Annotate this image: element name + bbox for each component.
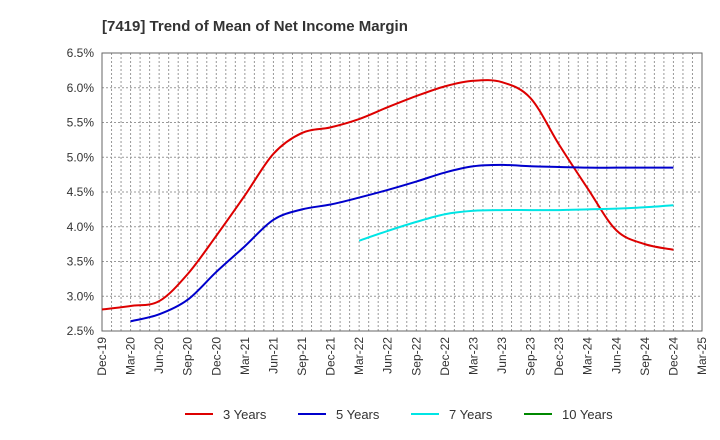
legend-label: 5 Years [336,407,380,422]
legend-label: 10 Years [562,407,613,422]
x-tick-label: Mar-23 [466,337,480,375]
x-tick-label: Jun-24 [609,337,623,374]
grid [101,52,703,332]
x-tick-label: Sep-23 [524,337,538,376]
y-tick-label: 6.5% [67,46,95,60]
series-line-3-years [101,79,674,311]
y-tick-label: 4.5% [67,185,95,199]
y-tick-label: 3.0% [67,289,95,303]
x-tick-label: Jun-22 [381,337,395,374]
x-tick-labels: Dec-19 Mar-20 Jun-20 Sep-20 Dec-20 Mar-21 Jun-… [95,337,709,376]
x-tick-label: Dec-23 [552,337,566,376]
y-tick-label: 5.5% [67,116,95,130]
x-tick-label: Dec-19 [95,337,109,376]
plot-frame [101,52,703,332]
y-tick-label: 3.5% [67,255,95,269]
y-tick-label: 4.0% [67,220,95,234]
y-tick-labels: 2.5% 3.0% 3.5% 4.0% 4.5% 5.0% 5.5% 6.0% 6.5% [67,46,95,338]
x-tick-label: Dec-24 [666,337,680,376]
x-tick-label: Dec-20 [209,337,223,376]
series-lines [101,79,674,323]
x-tick-label: Mar-24 [581,337,595,375]
x-tick-label: Mar-22 [352,337,366,375]
x-tick-label: Sep-22 [409,337,423,376]
series-line-5-years [130,163,674,323]
x-tick-label: Mar-25 [695,337,709,375]
x-tick-label: Sep-20 [181,337,195,376]
y-tick-label: 5.0% [67,150,95,164]
x-tick-label: Dec-22 [438,337,452,376]
legend-label: 3 Years [223,407,267,422]
x-tick-label: Sep-24 [638,337,652,376]
chart-title: [7419] Trend of Mean of Net Income Margi… [102,18,408,35]
x-tick-label: Sep-21 [295,337,309,376]
series-line-7-years [358,204,674,242]
x-tick-label: Jun-23 [495,337,509,374]
y-tick-label: 6.0% [67,81,95,95]
y-tick-label: 2.5% [67,324,95,338]
x-tick-label: Mar-20 [124,337,138,375]
x-tick-label: Jun-21 [266,337,280,374]
axes [101,52,703,332]
x-tick-label: Mar-21 [238,337,252,375]
x-tick-label: Dec-21 [324,337,338,376]
x-tick-label: Jun-20 [152,337,166,374]
legend-label: 7 Years [449,407,493,422]
legend: 3 Years 5 Years 7 Years 10 Years [185,407,613,422]
